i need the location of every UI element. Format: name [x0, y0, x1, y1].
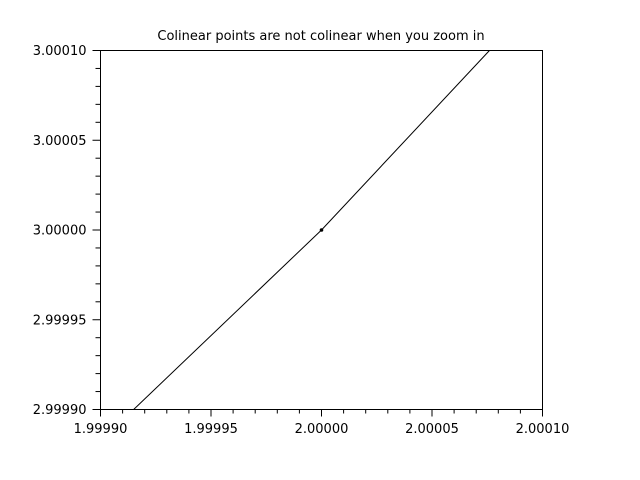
y-tick-label: 3.00010: [33, 44, 87, 59]
y-tick-label: 2.99995: [33, 313, 87, 328]
x-tick-label: 2.00000: [295, 422, 349, 437]
data-point-marker: [319, 228, 324, 232]
data-line: [133, 50, 490, 410]
x-tick-label: 1.99995: [184, 422, 238, 437]
x-tick-label: 2.00010: [516, 422, 570, 437]
y-tick-label: 3.00005: [33, 134, 87, 149]
y-tick-label: 3.00000: [33, 224, 87, 239]
x-tick-label: 2.00005: [405, 422, 459, 437]
chart-title: Colinear points are not colinear when yo…: [157, 29, 484, 44]
x-tick-label: 1.99990: [74, 422, 128, 437]
y-tick-label: 2.99990: [33, 403, 87, 418]
